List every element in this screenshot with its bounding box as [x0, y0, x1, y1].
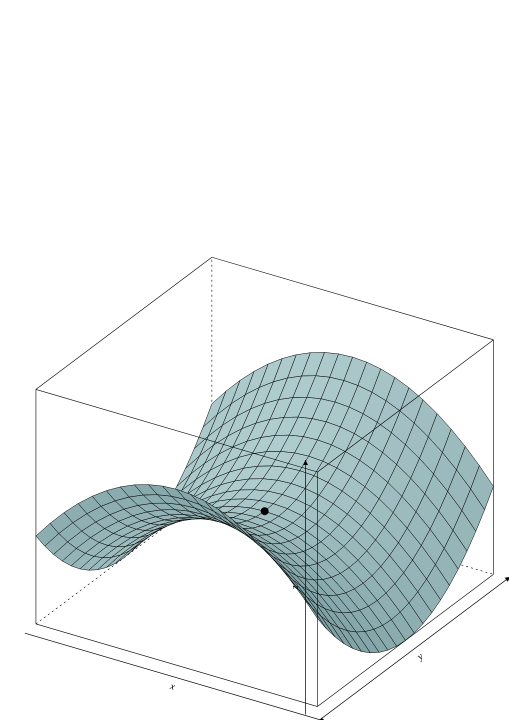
saddle-surface-plot [0, 0, 509, 720]
